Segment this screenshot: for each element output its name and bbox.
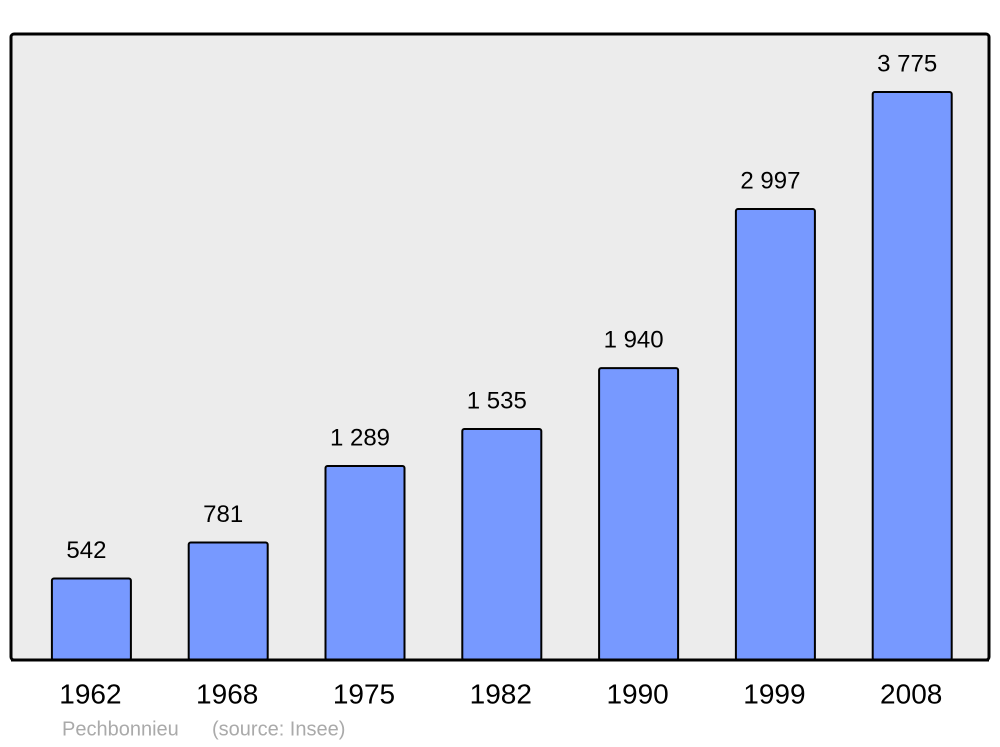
- x-tick-label: 1962: [59, 678, 121, 709]
- x-tick-label: 1990: [606, 678, 668, 709]
- value-label: 542: [66, 537, 106, 564]
- x-tick-label: 1975: [333, 678, 395, 709]
- x-tick-label: 1982: [470, 678, 532, 709]
- value-label: 1 940: [604, 326, 664, 353]
- bar: [324, 465, 406, 662]
- bar: [734, 208, 816, 661]
- footer-source: (source: Insee): [212, 718, 345, 740]
- bar: [187, 541, 269, 662]
- value-label: 1 289: [330, 424, 390, 451]
- value-label: 1 535: [467, 387, 527, 414]
- bar: [871, 91, 953, 661]
- bar: [461, 428, 543, 662]
- value-label: 3 775: [877, 50, 937, 77]
- x-tick-label: 1999: [743, 678, 805, 709]
- footer-place: Pechbonnieu: [62, 718, 179, 740]
- x-tick-label: 2008: [880, 678, 942, 709]
- bar: [50, 577, 132, 661]
- value-label: 781: [203, 501, 243, 528]
- bar: [598, 367, 680, 661]
- x-tick-label: 1968: [196, 678, 258, 709]
- value-label: 2 997: [740, 167, 800, 194]
